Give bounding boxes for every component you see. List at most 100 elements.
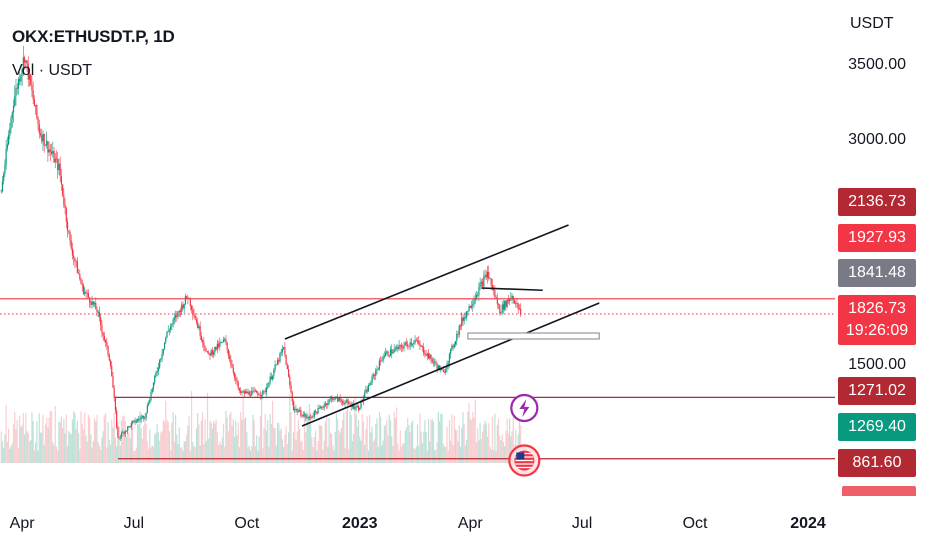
volume-bar <box>53 445 55 463</box>
volume-bar <box>60 416 62 463</box>
volume-bar <box>31 412 33 463</box>
candle <box>501 304 503 313</box>
candle <box>129 426 131 427</box>
volume-bar <box>48 417 50 463</box>
candle <box>71 248 74 256</box>
candle <box>116 410 118 428</box>
volume-bar <box>366 416 368 463</box>
candle <box>425 354 427 356</box>
candle <box>229 355 231 360</box>
volume-bar <box>7 428 10 463</box>
candle <box>260 394 263 396</box>
candle <box>44 145 47 147</box>
volume-bar <box>454 429 457 463</box>
volume-bar <box>393 411 395 463</box>
volume-bar <box>23 434 26 463</box>
volume-bar <box>20 426 22 463</box>
candle <box>19 79 21 82</box>
volume-bar <box>389 420 392 463</box>
currency-label: USDT <box>850 15 894 32</box>
candle <box>195 319 198 323</box>
volume-bar <box>276 422 279 463</box>
candle <box>193 314 195 316</box>
candle <box>112 376 114 388</box>
volume-bar <box>372 441 374 463</box>
candle <box>339 398 341 401</box>
volume-bar <box>371 426 373 463</box>
candle <box>106 341 108 346</box>
candle <box>306 417 308 419</box>
candle <box>396 347 398 349</box>
volume-bar <box>216 432 218 463</box>
volume-bar <box>133 450 135 463</box>
candle <box>511 295 513 299</box>
candle <box>413 342 415 344</box>
volume-bar <box>95 421 97 463</box>
volume-bar <box>90 434 92 463</box>
candle <box>319 406 322 408</box>
candle <box>477 295 479 296</box>
volume-bar <box>287 432 290 463</box>
volume-bar <box>5 404 7 463</box>
candle <box>134 420 136 423</box>
candle <box>199 326 201 337</box>
candle <box>82 285 85 294</box>
volume-indicator-label[interactable]: Vol · USDT <box>12 62 93 79</box>
volume-bar <box>292 432 295 463</box>
candle <box>516 303 518 304</box>
volume-bar <box>361 414 363 463</box>
candle <box>246 391 248 394</box>
candle <box>183 303 185 309</box>
candle <box>442 369 444 372</box>
candle <box>289 376 291 386</box>
volume-bar <box>206 393 209 463</box>
volume-bar <box>159 440 161 463</box>
volume-bar <box>106 447 108 463</box>
candle <box>101 325 103 333</box>
volume-bar <box>76 420 78 463</box>
chart-title[interactable]: OKX:ETHUSDT.P, 1D <box>12 27 175 46</box>
volume-bar <box>446 426 448 463</box>
candle <box>301 415 303 417</box>
volume-bar <box>208 438 210 463</box>
volume-bar <box>431 418 433 463</box>
candle <box>447 362 449 365</box>
volume-bar <box>41 432 43 463</box>
volume-bar <box>248 445 250 463</box>
price-label-badge: 1271.02 <box>838 377 916 405</box>
volume-bar <box>477 427 479 463</box>
candle <box>500 312 502 314</box>
candle <box>299 410 301 412</box>
volume-bar <box>429 441 431 463</box>
candle <box>295 408 297 410</box>
candle <box>221 341 223 343</box>
countdown-timer: 19:26:09 <box>845 322 909 339</box>
candle <box>248 391 250 395</box>
volume-bar <box>236 435 238 463</box>
volume-bar <box>198 424 200 463</box>
channel-lower-line <box>301 302 600 427</box>
volume-bar <box>16 420 18 463</box>
volume-bar <box>138 424 140 463</box>
candle <box>232 367 234 373</box>
candle <box>376 369 378 371</box>
volume-bar <box>478 440 480 463</box>
candle <box>391 349 393 354</box>
volume-bar <box>340 428 342 463</box>
volume-bar <box>47 427 49 463</box>
candle <box>419 343 421 347</box>
volume-bar <box>21 424 23 463</box>
volume-bar <box>321 425 323 463</box>
price-label-badge: 1269.40 <box>838 413 916 441</box>
candle <box>0 190 2 192</box>
candle <box>120 432 123 437</box>
candle <box>389 349 392 356</box>
candle <box>364 392 366 398</box>
volume-bar <box>221 437 223 463</box>
volume-bar <box>490 449 492 463</box>
volume-bar <box>1 441 4 463</box>
x-tick-label: 2024 <box>790 515 826 532</box>
volume-bar <box>4 434 6 463</box>
volume-bar <box>402 443 404 463</box>
